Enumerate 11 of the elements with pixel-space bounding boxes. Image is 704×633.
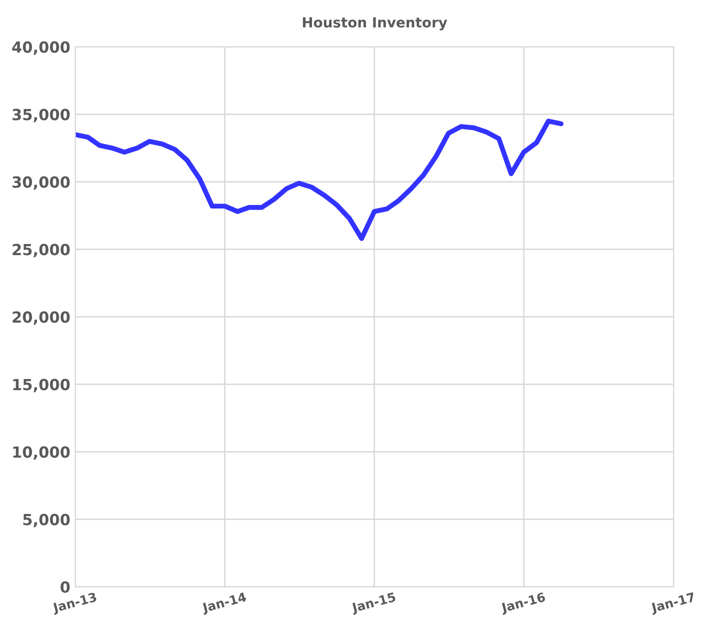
- y-tick-label: 10,000: [13, 446, 70, 460]
- y-tick-label: 15,000: [13, 378, 70, 392]
- y-tick-label: 35,000: [12, 108, 70, 122]
- y-tick-label: 0: [60, 581, 70, 593]
- y-tick-label: 5,000: [23, 514, 70, 528]
- y-tick-label: 30,000: [12, 176, 70, 190]
- line-series: [75, 118, 564, 241]
- y-tick-label: 20,000: [12, 311, 70, 325]
- y-tick-label: 25,000: [12, 244, 70, 258]
- chart-title: Houston Inventory: [302, 17, 448, 30]
- y-tick-label: 40,000: [12, 41, 70, 55]
